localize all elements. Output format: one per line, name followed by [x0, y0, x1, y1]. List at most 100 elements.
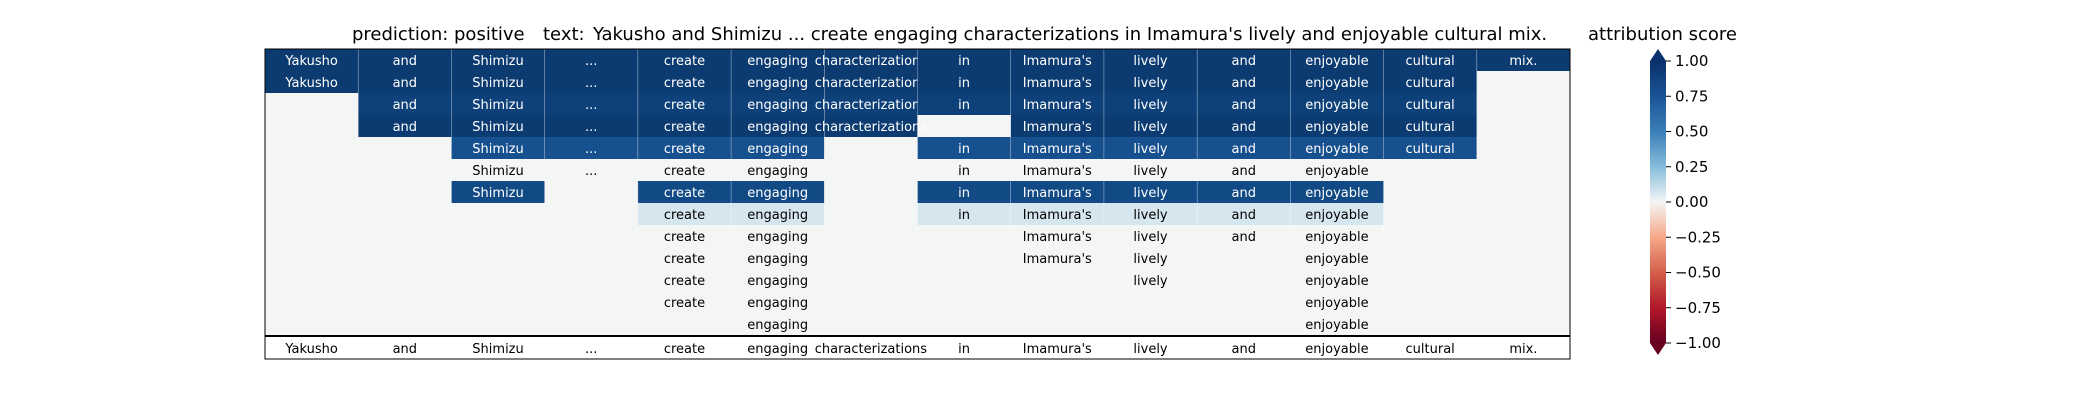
heatmap-cell-label: in	[958, 164, 970, 179]
token-axis-row: Yakusho and Shimizu... create engaging charac…	[284, 342, 1537, 357]
heatmap-cell	[451, 159, 545, 181]
heatmap-cell-label: lively	[1133, 76, 1168, 91]
prediction-value: positive	[454, 24, 525, 45]
heatmap-cell	[451, 93, 545, 115]
colorbar-top-arrow	[1650, 49, 1666, 61]
token-axis-label: Yakusho	[284, 342, 337, 357]
heatmap-cell-label: Yakusho	[284, 54, 337, 69]
heatmap-cell	[1103, 115, 1198, 137]
heatmap-cell	[731, 93, 825, 115]
heatmap-cell	[1383, 137, 1477, 159]
token-axis-label: create	[664, 342, 705, 357]
heatmap-cell	[1197, 159, 1291, 181]
heatmap-cell	[1010, 93, 1104, 115]
heatmap-cell-label: characterizations	[815, 120, 928, 135]
heatmap-cell	[637, 247, 732, 269]
heatmap-cell	[824, 49, 918, 71]
heatmap-cell-label: enjoyable	[1305, 142, 1368, 157]
heatmap-frame	[264, 48, 1571, 360]
token-axis-label: Imamura's	[1023, 342, 1092, 357]
heatmap-cell	[731, 181, 825, 203]
text-label: text:	[543, 24, 585, 45]
heatmap-cell-label: lively	[1133, 164, 1168, 179]
token-axis-label: characterizations	[815, 342, 928, 357]
heatmap-cell-label: ...	[585, 54, 597, 69]
heatmap-cell	[637, 269, 732, 291]
heatmap-cell	[1197, 137, 1291, 159]
heatmap-cell	[1290, 115, 1384, 137]
heatmap-cell-label: enjoyable	[1305, 54, 1368, 69]
heatmap-cell-label: Imamura's	[1023, 142, 1092, 157]
heatmap-cell	[731, 313, 825, 335]
heatmap-cell-label: engaging	[747, 230, 808, 245]
heatmap-cell	[824, 115, 918, 137]
heatmap-cell	[731, 159, 825, 181]
heatmap-cell-label: Shimizu	[472, 98, 523, 113]
heatmap-cell	[1197, 203, 1291, 225]
heatmap-cell	[1197, 181, 1291, 203]
colorbar	[1650, 49, 1666, 355]
heatmap-cell-label: in	[958, 142, 970, 157]
heatmap-cell	[917, 181, 1011, 203]
heatmap-cell-label: in	[958, 208, 970, 223]
heatmap-cell	[1383, 115, 1477, 137]
token-axis-label: enjoyable	[1305, 342, 1368, 357]
heatmap-cell-label: create	[664, 186, 705, 201]
heatmap-cell-label: create	[664, 296, 705, 311]
heatmap-cell-label: and	[1232, 120, 1256, 135]
heatmap-cell-label: in	[958, 98, 970, 113]
heatmap-cell-label: lively	[1133, 120, 1168, 135]
text-value: Yakusho and Shimizu ... create engaging …	[592, 24, 1547, 45]
heatmap-cell	[1290, 269, 1384, 291]
heatmap-cell-label: Shimizu	[472, 76, 523, 91]
heatmap-cell-label: and	[1232, 54, 1256, 69]
heatmap-cell	[451, 49, 545, 71]
heatmap-cell-label: and	[393, 54, 417, 69]
heatmap-cell-label: characterizations	[815, 54, 928, 69]
colorbar-bottom-arrow	[1650, 343, 1666, 355]
heatmap-cell	[1290, 49, 1384, 71]
heatmap-cell	[1103, 269, 1198, 291]
heatmap-cell	[451, 115, 545, 137]
heatmap-cell-label: characterizations	[815, 76, 928, 91]
heatmap-cell-label: in	[958, 76, 970, 91]
heatmap-cell-label: and	[1232, 208, 1256, 223]
heatmap-cell-label: engaging	[747, 76, 808, 91]
heatmap-cell-label: and	[1232, 142, 1256, 157]
heatmap-cell-label: create	[664, 208, 705, 223]
heatmap-cell-label: and	[1232, 98, 1256, 113]
heatmap-cell-label: ...	[585, 76, 597, 91]
heatmap-cell-label: create	[664, 76, 705, 91]
heatmap-cell	[917, 93, 1011, 115]
heatmap-cell-label: engaging	[747, 208, 808, 223]
heatmap-cell-label: Imamura's	[1023, 186, 1092, 201]
heatmap-cell	[731, 115, 825, 137]
heatmap-cell-label: Imamura's	[1023, 120, 1092, 135]
heatmap-cell	[1010, 159, 1104, 181]
prediction-label: prediction:	[352, 24, 448, 45]
heatmap-cell-label: engaging	[747, 164, 808, 179]
heatmap-cell	[824, 93, 918, 115]
colorbar-tick-label: 0.50	[1675, 123, 1708, 141]
colorbar-tick-label: −1.00	[1675, 334, 1721, 352]
heatmap-cell-label: enjoyable	[1305, 164, 1368, 179]
heatmap-cell-label: and	[1232, 186, 1256, 201]
heatmap-cell	[731, 71, 825, 93]
heatmap-cell	[1103, 203, 1198, 225]
token-axis-label: Shimizu	[472, 342, 523, 357]
token-axis-label: lively	[1133, 342, 1168, 357]
heatmap-cell	[1197, 49, 1291, 71]
heatmap-cell-label: ...	[585, 142, 597, 157]
heatmap-cell	[1010, 137, 1104, 159]
heatmap-cell	[265, 49, 359, 71]
heatmap-cell-label: lively	[1133, 54, 1168, 69]
colorbar-tick-label: 0.25	[1675, 158, 1708, 176]
heatmap-cell-label: and	[1232, 164, 1256, 179]
heatmap-cell	[917, 137, 1011, 159]
heatmap-cell	[1103, 71, 1198, 93]
heatmap-cell	[1103, 137, 1198, 159]
heatmap-cell	[1290, 313, 1384, 335]
heatmap-cell	[265, 71, 359, 93]
heatmap-cell	[1290, 137, 1384, 159]
